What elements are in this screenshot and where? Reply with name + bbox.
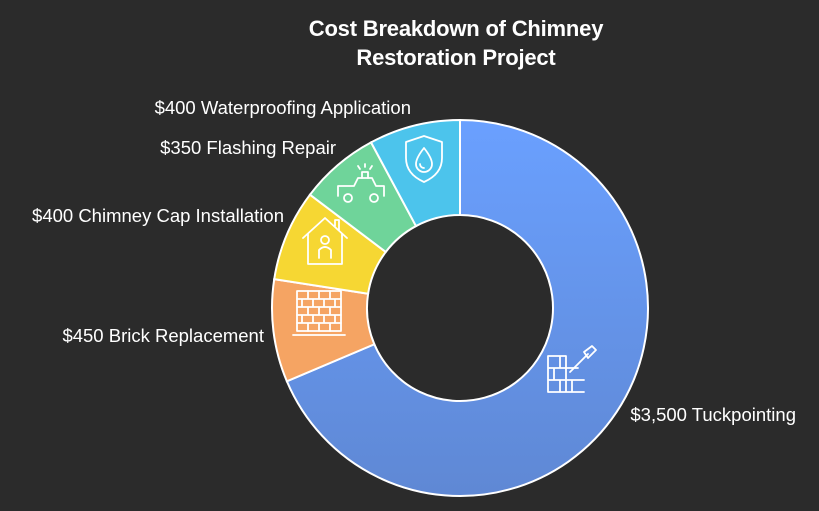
brick-trowel-icon — [547, 345, 597, 393]
house-person-icon — [302, 217, 348, 265]
slice-waterproofing-application — [369, 118, 461, 228]
label-waterproofing-application: $400 Waterproofing Application — [155, 97, 411, 118]
label-brick-replacement: $450 Brick Replacement — [62, 325, 264, 346]
label-tuckpointing: $3,500 Tuckpointing — [630, 404, 796, 425]
water-drop-shield-icon — [405, 135, 443, 183]
slice-tuckpointing — [285, 118, 649, 497]
label-chimney-cap-installation: $400 Chimney Cap Installation — [32, 205, 284, 226]
chart-title: Cost Breakdown of Chimney Restoration Pr… — [0, 14, 819, 72]
chart-title-line-2: Restoration Project — [356, 45, 556, 70]
brick-wall-icon — [292, 290, 346, 336]
label-flashing-repair: $350 Flashing Repair — [160, 137, 336, 158]
chart-title-line-1: Cost Breakdown of Chimney — [308, 16, 604, 41]
tow-truck-icon — [337, 163, 385, 203]
